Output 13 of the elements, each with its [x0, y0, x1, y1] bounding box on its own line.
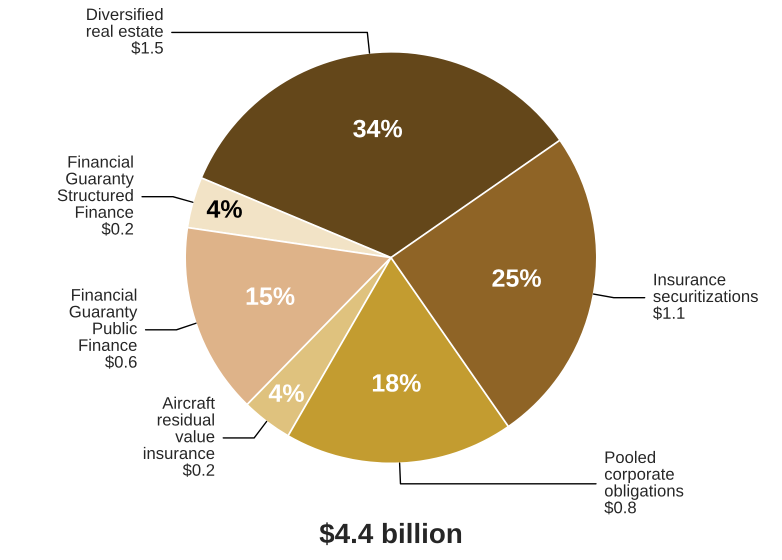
data-label: 18%	[372, 374, 421, 392]
data-label: 25%	[492, 269, 541, 287]
text: $4.4 billion	[320, 522, 462, 546]
data-label: 15%	[246, 287, 294, 306]
data-label: 4%	[268, 384, 304, 402]
slice-label: Financial Guaranty Public Finance $0.6	[70, 288, 138, 369]
slice-label: Financial Guaranty Structured Finance $0.2	[58, 155, 134, 236]
slice-label: Insurance securitizations $1.1	[653, 274, 758, 320]
slice-label: Diversified real estate $1.5	[86, 8, 163, 55]
slice-label: Aircraft residual value insurance $0.2	[144, 396, 215, 477]
slice-label: Pooled corporate obligations $0.8	[604, 450, 684, 514]
data-label: 4%	[206, 200, 242, 218]
data-label: 34%	[353, 120, 402, 138]
